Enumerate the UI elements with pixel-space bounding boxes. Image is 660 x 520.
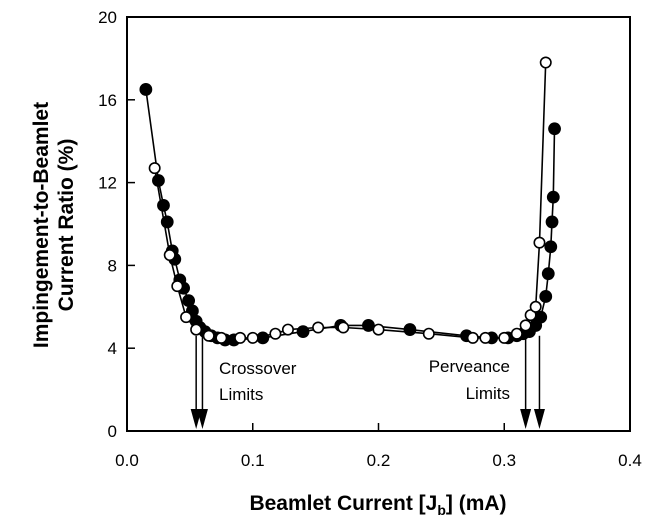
perveance-label-line-1: Perveance <box>429 357 510 376</box>
x-tick-label: 0.0 <box>115 451 139 470</box>
open-data-point <box>529 300 542 313</box>
filled-data-point <box>139 83 153 96</box>
open-data-point <box>269 327 282 340</box>
filled-data-point <box>403 323 417 336</box>
filled-data-point <box>548 122 561 136</box>
axis-ticks: 0.0 0.1 0.2 0.3 0.4 0 4 8 12 16 20 <box>98 8 642 470</box>
open-data-point <box>422 327 435 340</box>
open-data-point <box>466 331 479 344</box>
series-lines <box>145 62 556 341</box>
perveance-arrow-head <box>533 409 545 429</box>
data-points <box>139 56 561 347</box>
open-data-point <box>148 162 161 175</box>
x-tick-label: 0.3 <box>492 451 516 470</box>
filled-data-point <box>296 325 310 339</box>
open-data-point <box>479 331 492 344</box>
filled-data-point <box>362 319 375 332</box>
series-2-line <box>153 62 547 339</box>
y-axis-label-line-1: Impingement-to-Beamlet <box>30 102 53 348</box>
open-data-point <box>163 249 176 262</box>
series-1-line <box>145 89 556 341</box>
filled-data-point <box>545 215 559 229</box>
y-tick-label: 16 <box>98 91 117 110</box>
limit-arrows <box>190 335 545 429</box>
open-data-point <box>246 331 259 344</box>
x-tick-label: 0.1 <box>241 451 265 470</box>
y-axis-label-line-2: Current Ratio (%) <box>55 139 78 312</box>
crossover-arrow-head <box>196 409 208 429</box>
filled-data-point <box>544 240 558 254</box>
filled-data-point <box>157 198 170 212</box>
y-tick-label: 12 <box>98 174 117 193</box>
y-tick-label: 8 <box>108 256 117 275</box>
filled-data-point <box>256 331 270 345</box>
open-data-point <box>234 331 247 344</box>
filled-data-point <box>152 174 165 187</box>
x-axis-label-main: Beamlet Current [J <box>249 492 437 515</box>
y-tick-label: 0 <box>108 422 117 441</box>
open-data-point <box>533 236 546 249</box>
filled-data-point <box>182 294 196 307</box>
open-data-point <box>337 321 350 334</box>
open-data-point <box>519 319 532 332</box>
open-data-point <box>171 280 184 293</box>
open-data-point <box>312 321 325 334</box>
x-tick-label: 0.4 <box>618 451 642 470</box>
filled-data-point <box>160 215 174 229</box>
y-tick-label: 20 <box>98 8 117 27</box>
open-data-point <box>539 56 552 69</box>
open-data-point <box>281 323 294 336</box>
open-data-point <box>498 331 511 344</box>
filled-data-point <box>546 190 560 204</box>
filled-data-point <box>534 310 548 324</box>
x-tick-label: 0.2 <box>367 451 391 470</box>
x-axis-label-suffix: ] (mA) <box>446 492 507 515</box>
open-data-point <box>510 327 523 340</box>
open-data-point <box>190 323 203 336</box>
crossover-label-line-1: Crossover <box>219 359 297 378</box>
filled-data-point <box>541 267 555 281</box>
crossover-label-line-2: Limits <box>219 385 263 404</box>
open-data-point <box>180 311 193 324</box>
open-data-point <box>202 329 215 342</box>
x-axis-label: Beamlet Current [Jb] (mA) <box>249 492 506 518</box>
filled-data-point <box>539 290 553 303</box>
open-data-point <box>215 331 228 344</box>
y-tick-label: 4 <box>108 339 117 358</box>
perveance-arrow-head <box>520 409 532 429</box>
x-axis-label-subscript: b <box>437 502 446 518</box>
open-data-point <box>372 323 385 336</box>
perveance-label-line-2: Limits <box>466 384 510 403</box>
